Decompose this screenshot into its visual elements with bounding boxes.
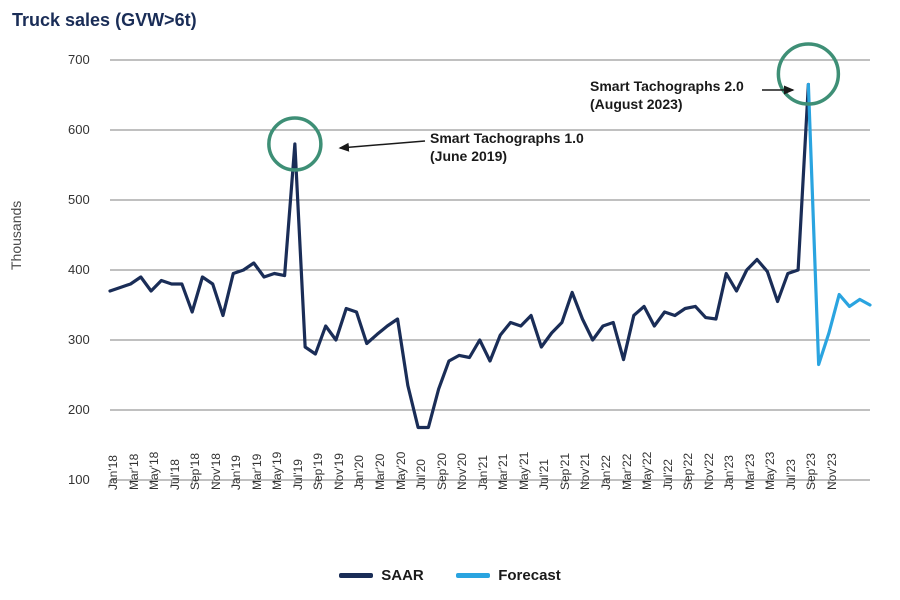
gridlines <box>110 60 870 480</box>
x-tick-label: May'20 <box>394 452 408 490</box>
x-tick-label: Nov'21 <box>578 453 592 490</box>
x-tick-label: Sep'18 <box>188 453 202 490</box>
x-tick-label: Jan'19 <box>229 455 243 490</box>
x-tick-label: Mar'19 <box>250 454 264 490</box>
x-tick-label: Nov'18 <box>209 453 223 490</box>
y-tick-label: 300 <box>68 332 90 347</box>
legend-label-saar: SAAR <box>381 567 424 584</box>
legend-swatch-saar <box>339 573 373 578</box>
legend: SAAR Forecast <box>0 565 900 584</box>
x-tick-label: Nov'22 <box>702 453 716 490</box>
annotation-st1: Smart Tachographs 1.0 (June 2019) <box>430 130 584 165</box>
x-tick-label: Sep'19 <box>311 453 325 490</box>
x-tick-label: May'19 <box>270 452 284 490</box>
x-tick-label: Sep'22 <box>681 453 695 490</box>
x-tick-label: Jan'23 <box>722 455 736 490</box>
chart-plot <box>0 0 900 600</box>
x-tick-label: Mar'23 <box>743 454 757 490</box>
x-tick-label: Jan'21 <box>476 455 490 490</box>
x-tick-label: Mar'22 <box>620 454 634 490</box>
x-tick-label: Jul'23 <box>784 459 798 490</box>
x-tick-label: May'22 <box>640 452 654 490</box>
x-tick-label: Mar'18 <box>127 454 141 490</box>
x-tick-label: Mar'21 <box>496 454 510 490</box>
x-tick-label: Jul'21 <box>537 459 551 490</box>
y-tick-label: 600 <box>68 122 90 137</box>
x-tick-label: Jan'18 <box>106 455 120 490</box>
y-tick-label: 500 <box>68 192 90 207</box>
x-tick-label: May'21 <box>517 452 531 490</box>
x-tick-label: Jul'18 <box>168 459 182 490</box>
x-tick-label: Jul'22 <box>661 459 675 490</box>
legend-swatch-forecast <box>456 573 490 578</box>
x-tick-label: Mar'20 <box>373 454 387 490</box>
legend-label-forecast: Forecast <box>498 567 561 584</box>
x-tick-label: Jan'22 <box>599 455 613 490</box>
x-tick-label: Nov'23 <box>825 453 839 490</box>
x-tick-label: Sep'20 <box>435 453 449 490</box>
x-tick-label: Jan'20 <box>352 455 366 490</box>
x-tick-label: Jul'20 <box>414 459 428 490</box>
annotation-st2: Smart Tachographs 2.0 (August 2023) <box>590 78 744 113</box>
x-tick-label: Sep'21 <box>558 453 572 490</box>
x-tick-label: May'23 <box>763 452 777 490</box>
x-tick-label: Nov'19 <box>332 453 346 490</box>
y-tick-label: 100 <box>68 472 90 487</box>
x-tick-label: Sep'23 <box>804 453 818 490</box>
y-tick-label: 200 <box>68 402 90 417</box>
y-tick-label: 400 <box>68 262 90 277</box>
x-tick-label: Nov'20 <box>455 453 469 490</box>
x-tick-label: Jul'19 <box>291 459 305 490</box>
x-tick-label: May'18 <box>147 452 161 490</box>
y-tick-label: 700 <box>68 52 90 67</box>
